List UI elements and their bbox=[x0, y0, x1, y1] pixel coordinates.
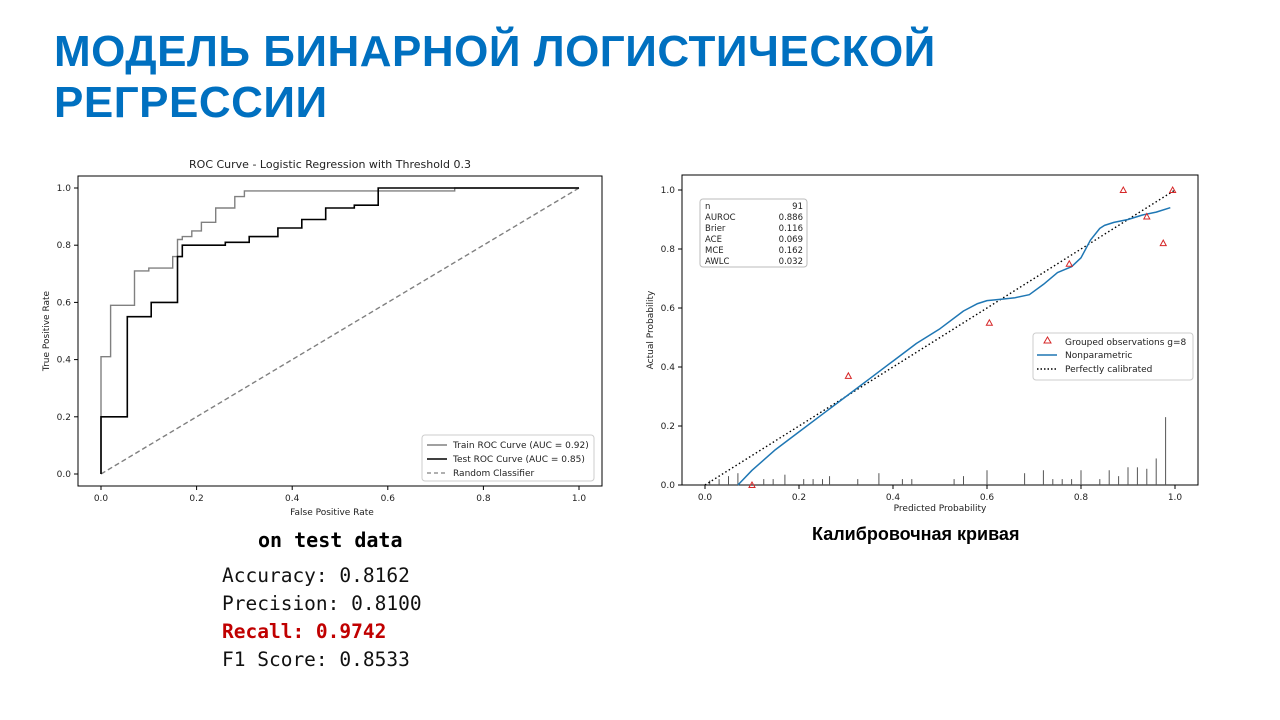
metric-f1: F1 Score: 0.8533 bbox=[222, 648, 410, 671]
cal-grouped-point bbox=[748, 480, 756, 488]
cal-xtick-label: 0.0 bbox=[698, 493, 713, 503]
roc-xtick-label: 0.2 bbox=[189, 494, 203, 504]
cal-grouped-point bbox=[1119, 185, 1128, 193]
roc-xtick-label: 0.4 bbox=[285, 494, 300, 504]
cal-nonparametric-curve bbox=[737, 206, 1171, 486]
cal-grouped-point bbox=[844, 371, 853, 379]
roc-xtick-label: 0.6 bbox=[381, 494, 396, 504]
cal-plot-frame bbox=[681, 174, 1199, 486]
cal-stats-box: n 91 AUROC 0.886 Brier 0.116 ACE 0.069 MCE 0.162 A… bbox=[699, 198, 808, 268]
cal-ytick-label: 0.8 bbox=[661, 245, 676, 255]
roc-ytick-label: 0.2 bbox=[57, 413, 71, 423]
roc-ytick-label: 1.0 bbox=[57, 184, 72, 194]
cal-legend: Grouped observations g=8 Nonparametric P… bbox=[1032, 332, 1194, 381]
roc-train-curve bbox=[100, 187, 579, 474]
roc-test-curve bbox=[100, 187, 579, 474]
roc-legend-test: Test ROC Curve (AUC = 0.85) bbox=[452, 455, 585, 465]
calibration-caption: Калибровочная кривая bbox=[812, 524, 1020, 544]
cal-legend-nonparam: Nonparametric bbox=[1065, 351, 1132, 361]
roc-ytick-label: 0.4 bbox=[57, 356, 72, 366]
cal-xtick-label: 1.0 bbox=[1168, 493, 1183, 503]
cal-stat-value: 0.886 bbox=[779, 213, 803, 223]
cal-perfect-line bbox=[704, 189, 1176, 486]
slide-title: МОДЕЛЬ БИНАРНОЙ ЛОГИСТИЧЕСКОЙ РЕГРЕССИИ bbox=[54, 27, 936, 127]
cal-grouped-point bbox=[985, 318, 994, 326]
cal-stat-label: AUROC bbox=[705, 213, 736, 223]
metric-accuracy: Accuracy: 0.8162 bbox=[222, 564, 410, 587]
roc-plot-frame bbox=[77, 175, 603, 487]
cal-grouped-point bbox=[1142, 212, 1151, 220]
cal-stat-label: n bbox=[705, 202, 710, 212]
roc-xtick-label: 0.0 bbox=[94, 494, 109, 504]
calibration-chart: 0.0 0.2 0.4 0.6 0.8 1.0 0.0 0.2 0.4 0.6 0.8 1.0 Pre… bbox=[646, 174, 1199, 514]
cal-ytick-label: 0.2 bbox=[661, 422, 675, 432]
cal-grouped-point bbox=[1168, 185, 1177, 193]
roc-legend: Train ROC Curve (AUC = 0.92) Test ROC Cu… bbox=[421, 434, 595, 482]
roc-xtick-label: 0.8 bbox=[476, 494, 491, 504]
cal-stat-label: AWLC bbox=[705, 257, 729, 267]
metric-precision: Precision: 0.8100 bbox=[222, 592, 422, 615]
cal-xtick-label: 0.6 bbox=[980, 493, 995, 503]
roc-xtick-label: 1.0 bbox=[572, 494, 587, 504]
cal-stat-value: 91 bbox=[792, 202, 803, 212]
roc-ytick-label: 0.0 bbox=[57, 470, 72, 480]
cal-ytick-label: 0.6 bbox=[661, 304, 676, 314]
cal-ytick-label: 0.0 bbox=[661, 481, 676, 491]
roc-ylabel: True Positive Rate bbox=[42, 290, 52, 372]
roc-subtitle: on test data bbox=[258, 528, 403, 552]
cal-grouped-point bbox=[1159, 239, 1168, 247]
roc-chart-title: ROC Curve - Logistic Regression with Thr… bbox=[189, 158, 471, 171]
cal-stat-label: MCE bbox=[705, 246, 724, 256]
cal-stat-value: 0.032 bbox=[779, 257, 803, 267]
cal-stat-label: ACE bbox=[705, 235, 722, 245]
cal-stat-value: 0.116 bbox=[779, 224, 803, 234]
roc-legend-random: Random Classifier bbox=[453, 469, 535, 479]
cal-stat-value: 0.069 bbox=[779, 235, 803, 245]
roc-chart: ROC Curve - Logistic Regression with Thr… bbox=[42, 158, 603, 518]
cal-stat-label: Brier bbox=[705, 224, 726, 234]
cal-xtick-label: 0.2 bbox=[792, 493, 806, 503]
cal-ylabel: Actual Probability bbox=[646, 290, 656, 369]
metrics-list: Accuracy: 0.8162 Precision: 0.8100 Recal… bbox=[222, 562, 422, 674]
cal-xlabel: Predicted Probability bbox=[894, 504, 987, 514]
metric-recall: Recall: 0.9742 bbox=[222, 620, 387, 643]
cal-ytick-label: 0.4 bbox=[661, 363, 676, 373]
roc-ytick-label: 0.6 bbox=[57, 298, 72, 308]
cal-xtick-label: 0.8 bbox=[1074, 493, 1089, 503]
cal-legend-perfect: Perfectly calibrated bbox=[1065, 365, 1152, 375]
roc-random-line bbox=[100, 187, 580, 475]
roc-xlabel: False Positive Rate bbox=[290, 508, 374, 518]
cal-legend-grouped: Grouped observations g=8 bbox=[1065, 338, 1187, 348]
roc-ytick-label: 0.8 bbox=[57, 241, 72, 251]
cal-ytick-label: 1.0 bbox=[661, 186, 676, 196]
roc-legend-train: Train ROC Curve (AUC = 0.92) bbox=[452, 441, 589, 451]
cal-grouped-point bbox=[1065, 259, 1074, 267]
cal-stat-value: 0.162 bbox=[779, 246, 803, 256]
cal-xtick-label: 0.4 bbox=[886, 493, 901, 503]
